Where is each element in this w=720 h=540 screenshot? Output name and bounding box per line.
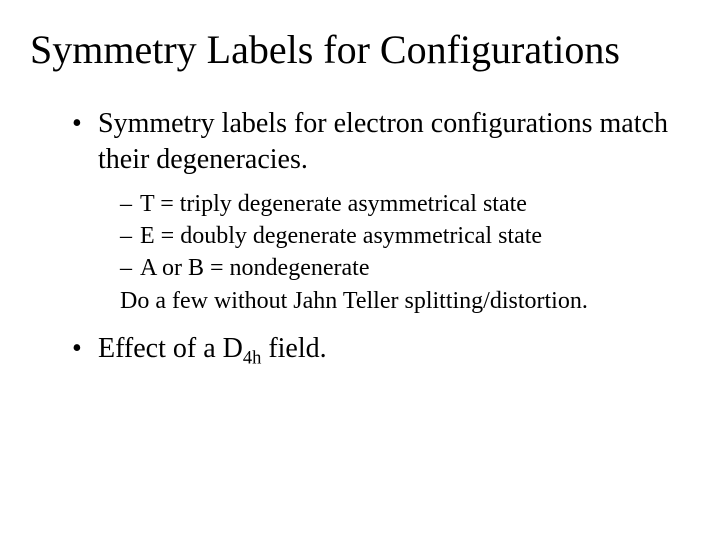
sub-bullet-text: Do a few without Jahn Teller splitting/d…: [120, 288, 588, 314]
sub-bullet-text: A or B = nondegenerate: [140, 255, 369, 281]
slide-title: Symmetry Labels for Configurations: [30, 28, 690, 72]
bullet-item-2: Effect of a D4h field.: [72, 331, 690, 367]
slide: Symmetry Labels for Configurations Symme…: [0, 0, 720, 540]
sub-bullet-text: T = triply degenerate asymmetrical state: [140, 191, 527, 217]
bullet-text-post: field.: [261, 333, 326, 364]
sub-bullet-text: E = doubly degenerate asymmetrical state: [140, 223, 542, 249]
bullet-item-1: Symmetry labels for electron configurati…: [72, 106, 690, 178]
sub-bullet-list: T = triply degenerate asymmetrical state…: [72, 188, 690, 318]
subscript-text: 4h: [243, 348, 261, 368]
sub-bullet-item: E = doubly degenerate asymmetrical state: [120, 220, 690, 252]
sub-bullet-item: A or B = nondegenerate: [120, 252, 690, 284]
slide-body: Symmetry labels for electron configurati…: [30, 106, 690, 367]
bullet-text: Symmetry labels for electron configurati…: [98, 108, 668, 175]
bullet-text-pre: Effect of a D: [98, 333, 243, 364]
sub-bullet-item-nodash: Do a few without Jahn Teller splitting/d…: [120, 285, 690, 317]
sub-bullet-item: T = triply degenerate asymmetrical state: [120, 188, 690, 220]
